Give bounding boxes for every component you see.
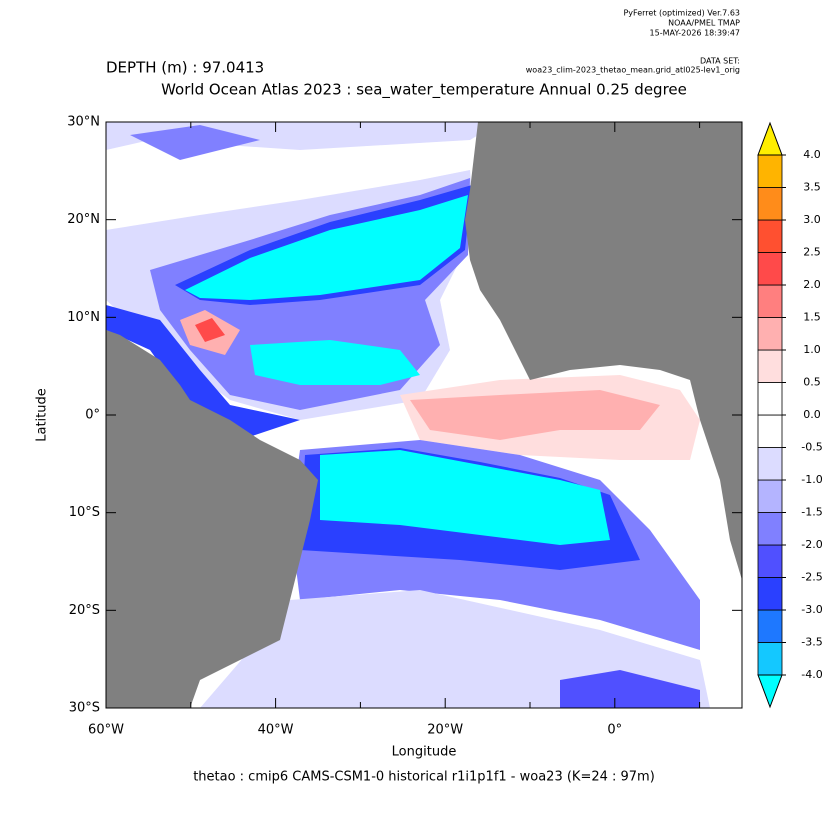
colorbar-box: [757, 414, 783, 448]
colorbar-box: [757, 317, 783, 351]
colorbar-label: 3.0: [803, 213, 821, 226]
x-tick-label: 60°W: [88, 723, 124, 738]
dataset: woa23_clim-2023_thetao_mean.grid_atl025-…: [526, 66, 740, 75]
land: [106, 330, 318, 708]
colorbar-box: [757, 544, 783, 578]
colorbar-label: -1.5: [801, 506, 822, 519]
colorbar-box: [757, 349, 783, 383]
x-tick-label: 40°W: [258, 723, 294, 738]
colorbar-label: 3.5: [803, 181, 821, 194]
field-patch: [560, 670, 700, 708]
x-tick-label: 0°: [607, 723, 622, 738]
y-tick-label: 30°S: [69, 701, 100, 716]
x-tick-label: 20°W: [427, 723, 463, 738]
colorbar-box: [757, 479, 783, 513]
software: PyFerret (optimized) Ver.7.63: [623, 9, 740, 18]
colorbar-label: -2.0: [801, 538, 822, 551]
colorbar-label: -3.5: [801, 636, 822, 649]
field-patch: [106, 305, 300, 440]
field-patch: [250, 340, 420, 385]
dataset-label: DATA SET:: [700, 57, 740, 66]
colorbar-box: [757, 642, 783, 676]
colorbar-over: [757, 121, 783, 156]
colorbar-box: [757, 577, 783, 611]
y-tick-label: 0°: [85, 408, 100, 423]
colorbar-box: [757, 284, 783, 318]
colorbar-box: [757, 382, 783, 416]
field-patch: [130, 125, 260, 160]
field-patch: [195, 318, 225, 342]
field-patch: [320, 450, 610, 545]
colorbar-label: 1.0: [803, 343, 821, 356]
timestamp: 15-MAY-2026 18:39:47: [650, 29, 740, 38]
colorbar-box: [757, 252, 783, 286]
colorbar-label: -1.0: [801, 473, 822, 486]
depth: DEPTH (m) : 97.0413: [106, 59, 264, 77]
colorbar-label: -0.5: [801, 441, 822, 454]
colorbar-label: 2.0: [803, 278, 821, 291]
colorbar-label: -4.0: [801, 668, 822, 681]
y-axis-label: Latitude: [35, 388, 50, 442]
land: [465, 122, 742, 580]
caption: thetao : cmip6 CAMS-CSM1-0 historical r1…: [193, 770, 655, 785]
field-patch: [185, 195, 468, 300]
y-tick-label: 10°N: [67, 310, 100, 325]
colorbar-box: [757, 187, 783, 221]
colorbar-label: 4.0: [803, 148, 821, 161]
colorbar-label: 0.0: [803, 408, 821, 421]
colorbar-label: 1.5: [803, 311, 821, 324]
organization: NOAA/PMEL TMAP: [668, 19, 740, 28]
chart-title: World Ocean Atlas 2023 : sea_water_tempe…: [161, 81, 687, 100]
colorbar-box: [757, 609, 783, 643]
y-tick-label: 20°S: [69, 603, 100, 618]
x-axis-label: Longitude: [392, 745, 457, 760]
field-patch: [410, 390, 660, 440]
y-tick-label: 10°S: [69, 505, 100, 520]
map-field: [106, 122, 742, 708]
colorbar-under: [757, 674, 783, 709]
y-tick-label: 20°N: [67, 212, 100, 227]
y-tick-label: 30°N: [67, 115, 100, 130]
colorbar-box: [757, 447, 783, 481]
colorbar-box: [757, 512, 783, 546]
colorbar-label: -3.0: [801, 603, 822, 616]
colorbar-box: [757, 154, 783, 188]
colorbar-label: 0.5: [803, 376, 821, 389]
colorbar-label: 2.5: [803, 246, 821, 259]
colorbar-label: -2.5: [801, 571, 822, 584]
colorbar-box: [757, 219, 783, 253]
